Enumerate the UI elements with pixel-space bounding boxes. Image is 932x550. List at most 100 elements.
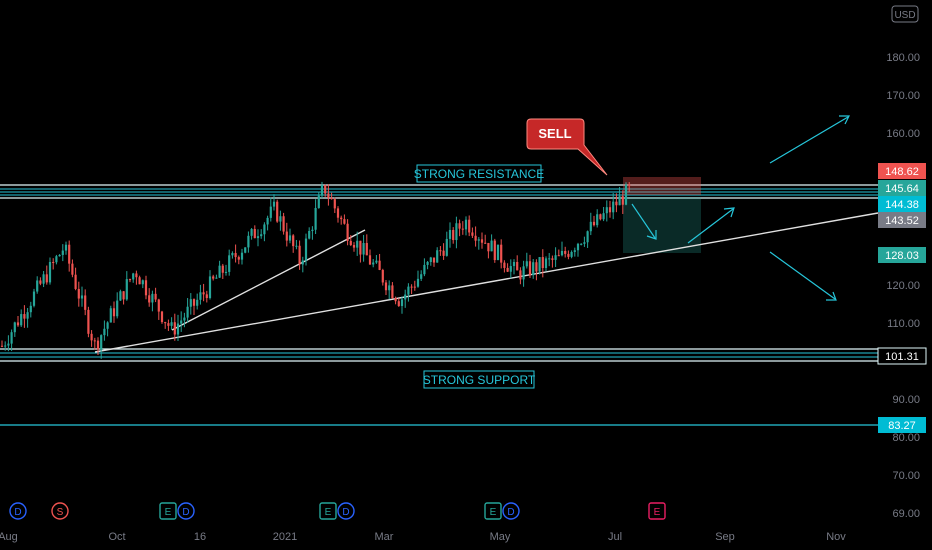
candle-body <box>176 323 180 335</box>
candle-body <box>45 274 48 283</box>
candle-body <box>116 300 119 317</box>
candle-body <box>381 269 384 283</box>
event-marker[interactable]: D <box>9 502 27 520</box>
candle-body <box>141 280 144 285</box>
candle-body <box>212 276 215 279</box>
candle-body <box>410 286 413 288</box>
candle-body <box>519 270 522 280</box>
candle-body <box>570 251 573 257</box>
candle-body <box>314 207 317 230</box>
candle-body <box>26 312 29 319</box>
candle-body <box>548 258 551 260</box>
candle-body <box>247 235 250 248</box>
currency-badge-label: USD <box>894 10 915 21</box>
candle-body <box>516 261 519 271</box>
event-marker[interactable]: E <box>319 502 337 520</box>
trendline-major <box>94 212 879 353</box>
event-marker[interactable]: D <box>337 502 355 520</box>
candle-body <box>311 229 314 231</box>
candle-body <box>477 239 480 241</box>
candle-body <box>586 231 589 243</box>
candle-body <box>42 274 45 284</box>
candle-body <box>276 201 279 222</box>
candle-body <box>484 242 487 244</box>
candle-body <box>119 291 122 301</box>
candle-body <box>154 293 157 300</box>
time-tick-label: Sep <box>715 531 735 543</box>
candle-body <box>439 250 442 252</box>
event-marker[interactable]: S <box>51 502 69 520</box>
candle-body <box>292 235 295 247</box>
reward-box <box>623 197 701 253</box>
event-marker[interactable]: E <box>648 502 666 520</box>
time-tick-label: Mar <box>375 531 394 543</box>
candle-body <box>445 238 448 256</box>
candle-body <box>506 267 509 272</box>
candle-body <box>16 322 20 326</box>
candle-body <box>173 322 176 335</box>
price-tick-label: 69.00 <box>892 508 920 520</box>
candle-body <box>285 231 288 241</box>
event-marker[interactable]: D <box>502 502 520 520</box>
candle-body <box>589 221 592 232</box>
candle-body <box>509 266 512 272</box>
price-tag: 83.27 <box>878 417 926 433</box>
candle-body <box>608 207 612 213</box>
candle-body <box>448 229 452 239</box>
price-tick-label: 120.00 <box>886 280 920 292</box>
candle-body <box>592 221 596 226</box>
candle-body <box>612 201 615 213</box>
candle-body <box>196 299 199 306</box>
candle-body <box>260 234 263 237</box>
candle-body <box>404 294 407 300</box>
candle-body <box>55 256 58 263</box>
price-tick-label: 170.00 <box>886 90 920 102</box>
candle-body <box>0 345 4 347</box>
candle-body <box>112 308 116 317</box>
candle-body <box>170 322 173 326</box>
candle-body <box>61 250 64 255</box>
candle-body <box>375 260 378 263</box>
candle-body <box>228 255 231 272</box>
candle-body <box>288 235 292 241</box>
time-axis[interactable]: Aug Oct 16 2021 Mar May Jul Sep Nov <box>0 531 846 543</box>
time-tick-label: 2021 <box>273 531 297 543</box>
candle-body <box>39 280 42 284</box>
event-marker[interactable]: E <box>159 502 177 520</box>
candle-body <box>596 214 599 226</box>
event-marker-label: E <box>325 507 332 518</box>
candle-body <box>413 286 416 288</box>
candle-body <box>400 299 404 306</box>
candle-body <box>468 219 471 233</box>
candle-body <box>202 292 205 295</box>
event-marker[interactable]: E <box>484 502 502 520</box>
time-tick-label: May <box>490 531 511 543</box>
time-tick-label: Oct <box>108 531 125 543</box>
currency-badge[interactable] <box>891 5 919 23</box>
candle-body <box>503 262 506 268</box>
candle-body <box>48 262 52 283</box>
candle-body <box>599 214 602 220</box>
candle-body <box>77 288 80 299</box>
candle-body <box>474 235 477 241</box>
candle-body <box>621 196 624 205</box>
candle-body <box>544 258 548 269</box>
candle-body <box>138 277 141 285</box>
candle-body <box>336 208 340 218</box>
candle-body <box>20 314 23 326</box>
candle-body <box>442 250 445 256</box>
candle-body <box>352 245 356 248</box>
candle-body <box>458 223 461 229</box>
candle-body <box>372 262 375 265</box>
price-axis[interactable]: 180.00170.00160.00150.00120.00110.0090.0… <box>886 52 920 520</box>
event-marker-label: D <box>342 507 349 518</box>
candle-body <box>317 195 320 208</box>
candle-body <box>103 328 106 336</box>
event-marker[interactable]: D <box>177 502 195 520</box>
candle-body <box>186 306 189 318</box>
support-label: STRONG SUPPORT <box>423 373 536 387</box>
price-tick-label: 110.00 <box>887 318 920 330</box>
candle-body <box>298 245 301 265</box>
